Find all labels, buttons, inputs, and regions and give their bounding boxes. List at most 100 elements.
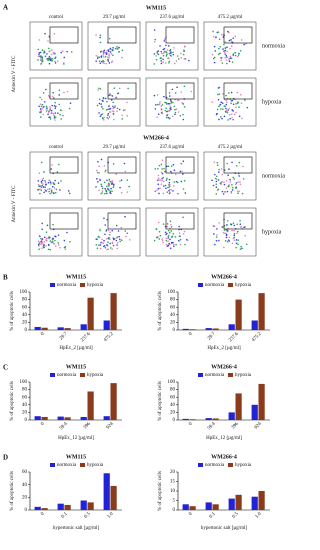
event-dot — [54, 101, 56, 104]
event-dot — [117, 92, 119, 95]
event-dot — [48, 188, 51, 190]
event-dot — [162, 180, 165, 183]
event-dot — [175, 243, 177, 246]
event-dot — [64, 248, 67, 251]
event-dot — [108, 53, 110, 55]
bar — [64, 417, 71, 420]
event-dot — [177, 58, 180, 60]
bar — [189, 419, 196, 420]
event-dot — [218, 222, 220, 224]
event-dot — [104, 170, 106, 173]
event-dot — [184, 243, 186, 246]
event-dot — [243, 43, 245, 46]
event-dot — [39, 57, 42, 59]
event-dot — [110, 187, 112, 190]
event-dot — [169, 95, 171, 97]
gate — [49, 212, 79, 230]
event-dot — [51, 164, 53, 166]
event-dot — [128, 238, 131, 241]
chart-title: WM266-4 — [211, 274, 237, 280]
event-dot — [183, 106, 186, 108]
event-dot — [49, 181, 52, 184]
event-dot — [117, 230, 120, 232]
event-dot — [187, 239, 189, 242]
event-dot — [164, 231, 167, 234]
event-dot — [157, 53, 160, 56]
x-tick-label: 237.6 — [80, 331, 92, 343]
event-dot — [102, 108, 104, 110]
event-dot — [47, 59, 49, 62]
event-dot — [172, 163, 175, 166]
event-dot — [213, 161, 216, 163]
event-dot — [170, 235, 173, 238]
event-dot — [42, 245, 45, 248]
event-dot — [170, 225, 173, 228]
event-dot — [40, 237, 42, 240]
event-dot — [104, 246, 107, 249]
event-dot — [168, 178, 171, 181]
event-dot — [104, 192, 106, 195]
legend-label: normoxia — [57, 373, 77, 378]
event-dot — [222, 231, 225, 234]
x-axis-label: hypertonic salt [µg/ml] — [53, 526, 100, 531]
event-dot — [165, 237, 168, 240]
event-dot — [105, 62, 108, 65]
legend-swatch — [198, 283, 203, 287]
event-dot — [161, 177, 163, 180]
flow-plot — [203, 21, 257, 71]
flow-plot — [87, 207, 141, 257]
event-dot — [231, 186, 234, 189]
bar — [212, 504, 219, 510]
event-dot — [219, 182, 222, 185]
event-dot — [50, 56, 52, 59]
event-dot — [50, 168, 53, 170]
x-tick-label: 29.7 — [59, 331, 69, 341]
event-dot — [241, 117, 243, 120]
event-dot — [60, 51, 62, 54]
event-dot — [226, 224, 229, 226]
event-dot — [119, 186, 121, 189]
event-dot — [158, 103, 161, 106]
bar — [258, 293, 265, 330]
event-dot — [170, 242, 173, 244]
event-dot — [223, 51, 226, 54]
event-dot — [48, 116, 50, 119]
event-dot — [37, 55, 40, 58]
event-dot — [41, 103, 44, 106]
event-dot — [108, 236, 110, 239]
event-dot — [167, 235, 170, 238]
bar — [80, 416, 87, 420]
event-dot — [215, 183, 218, 185]
event-dot — [165, 107, 167, 109]
event-dot — [165, 233, 167, 236]
event-dot — [231, 189, 234, 191]
event-dot — [95, 54, 98, 57]
y-axis-label: % of apoptotic cells — [158, 291, 163, 331]
bar — [251, 320, 258, 330]
event-dot — [162, 192, 165, 195]
event-dot — [161, 179, 163, 182]
group-title: WM266-4 — [143, 135, 169, 141]
event-dot — [169, 223, 172, 226]
x-tick-label: 0.5 — [232, 511, 240, 519]
event-dot — [182, 113, 184, 116]
event-dot — [226, 162, 228, 165]
event-dot — [99, 229, 101, 232]
event-dot — [46, 53, 48, 55]
event-dot — [239, 248, 242, 251]
y-tick-label: 80 — [170, 298, 176, 303]
event-dot — [110, 53, 113, 55]
x-tick-label: 0 — [188, 331, 194, 337]
event-dot — [160, 50, 163, 53]
event-dot — [66, 231, 68, 234]
event-dot — [41, 58, 44, 60]
event-dot — [182, 53, 185, 56]
legend-swatch — [80, 283, 85, 287]
event-dot — [217, 99, 220, 101]
event-dot — [45, 105, 48, 108]
event-dot — [115, 173, 118, 175]
event-dot — [48, 62, 51, 65]
event-dot — [54, 191, 57, 194]
y-tick-label: 100 — [20, 380, 28, 385]
event-dot — [51, 112, 53, 114]
